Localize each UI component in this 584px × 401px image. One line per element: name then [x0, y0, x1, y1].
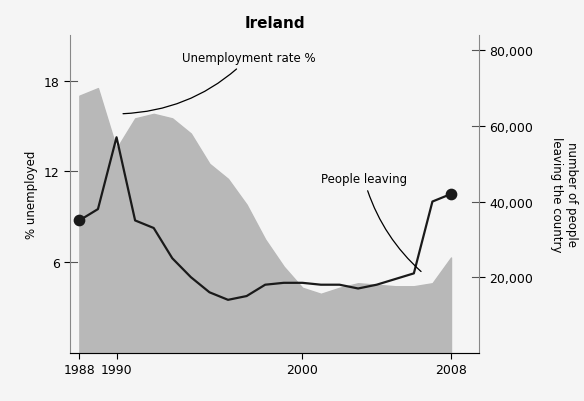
Text: Unemployment rate %: Unemployment rate %	[123, 52, 315, 114]
Text: People leaving: People leaving	[321, 173, 421, 272]
Point	[446, 191, 456, 198]
Point	[75, 218, 84, 224]
Y-axis label: % unemployed: % unemployed	[25, 150, 38, 239]
Y-axis label: number of people
leaving the country: number of people leaving the country	[550, 137, 578, 252]
Title: Ireland: Ireland	[244, 16, 305, 31]
